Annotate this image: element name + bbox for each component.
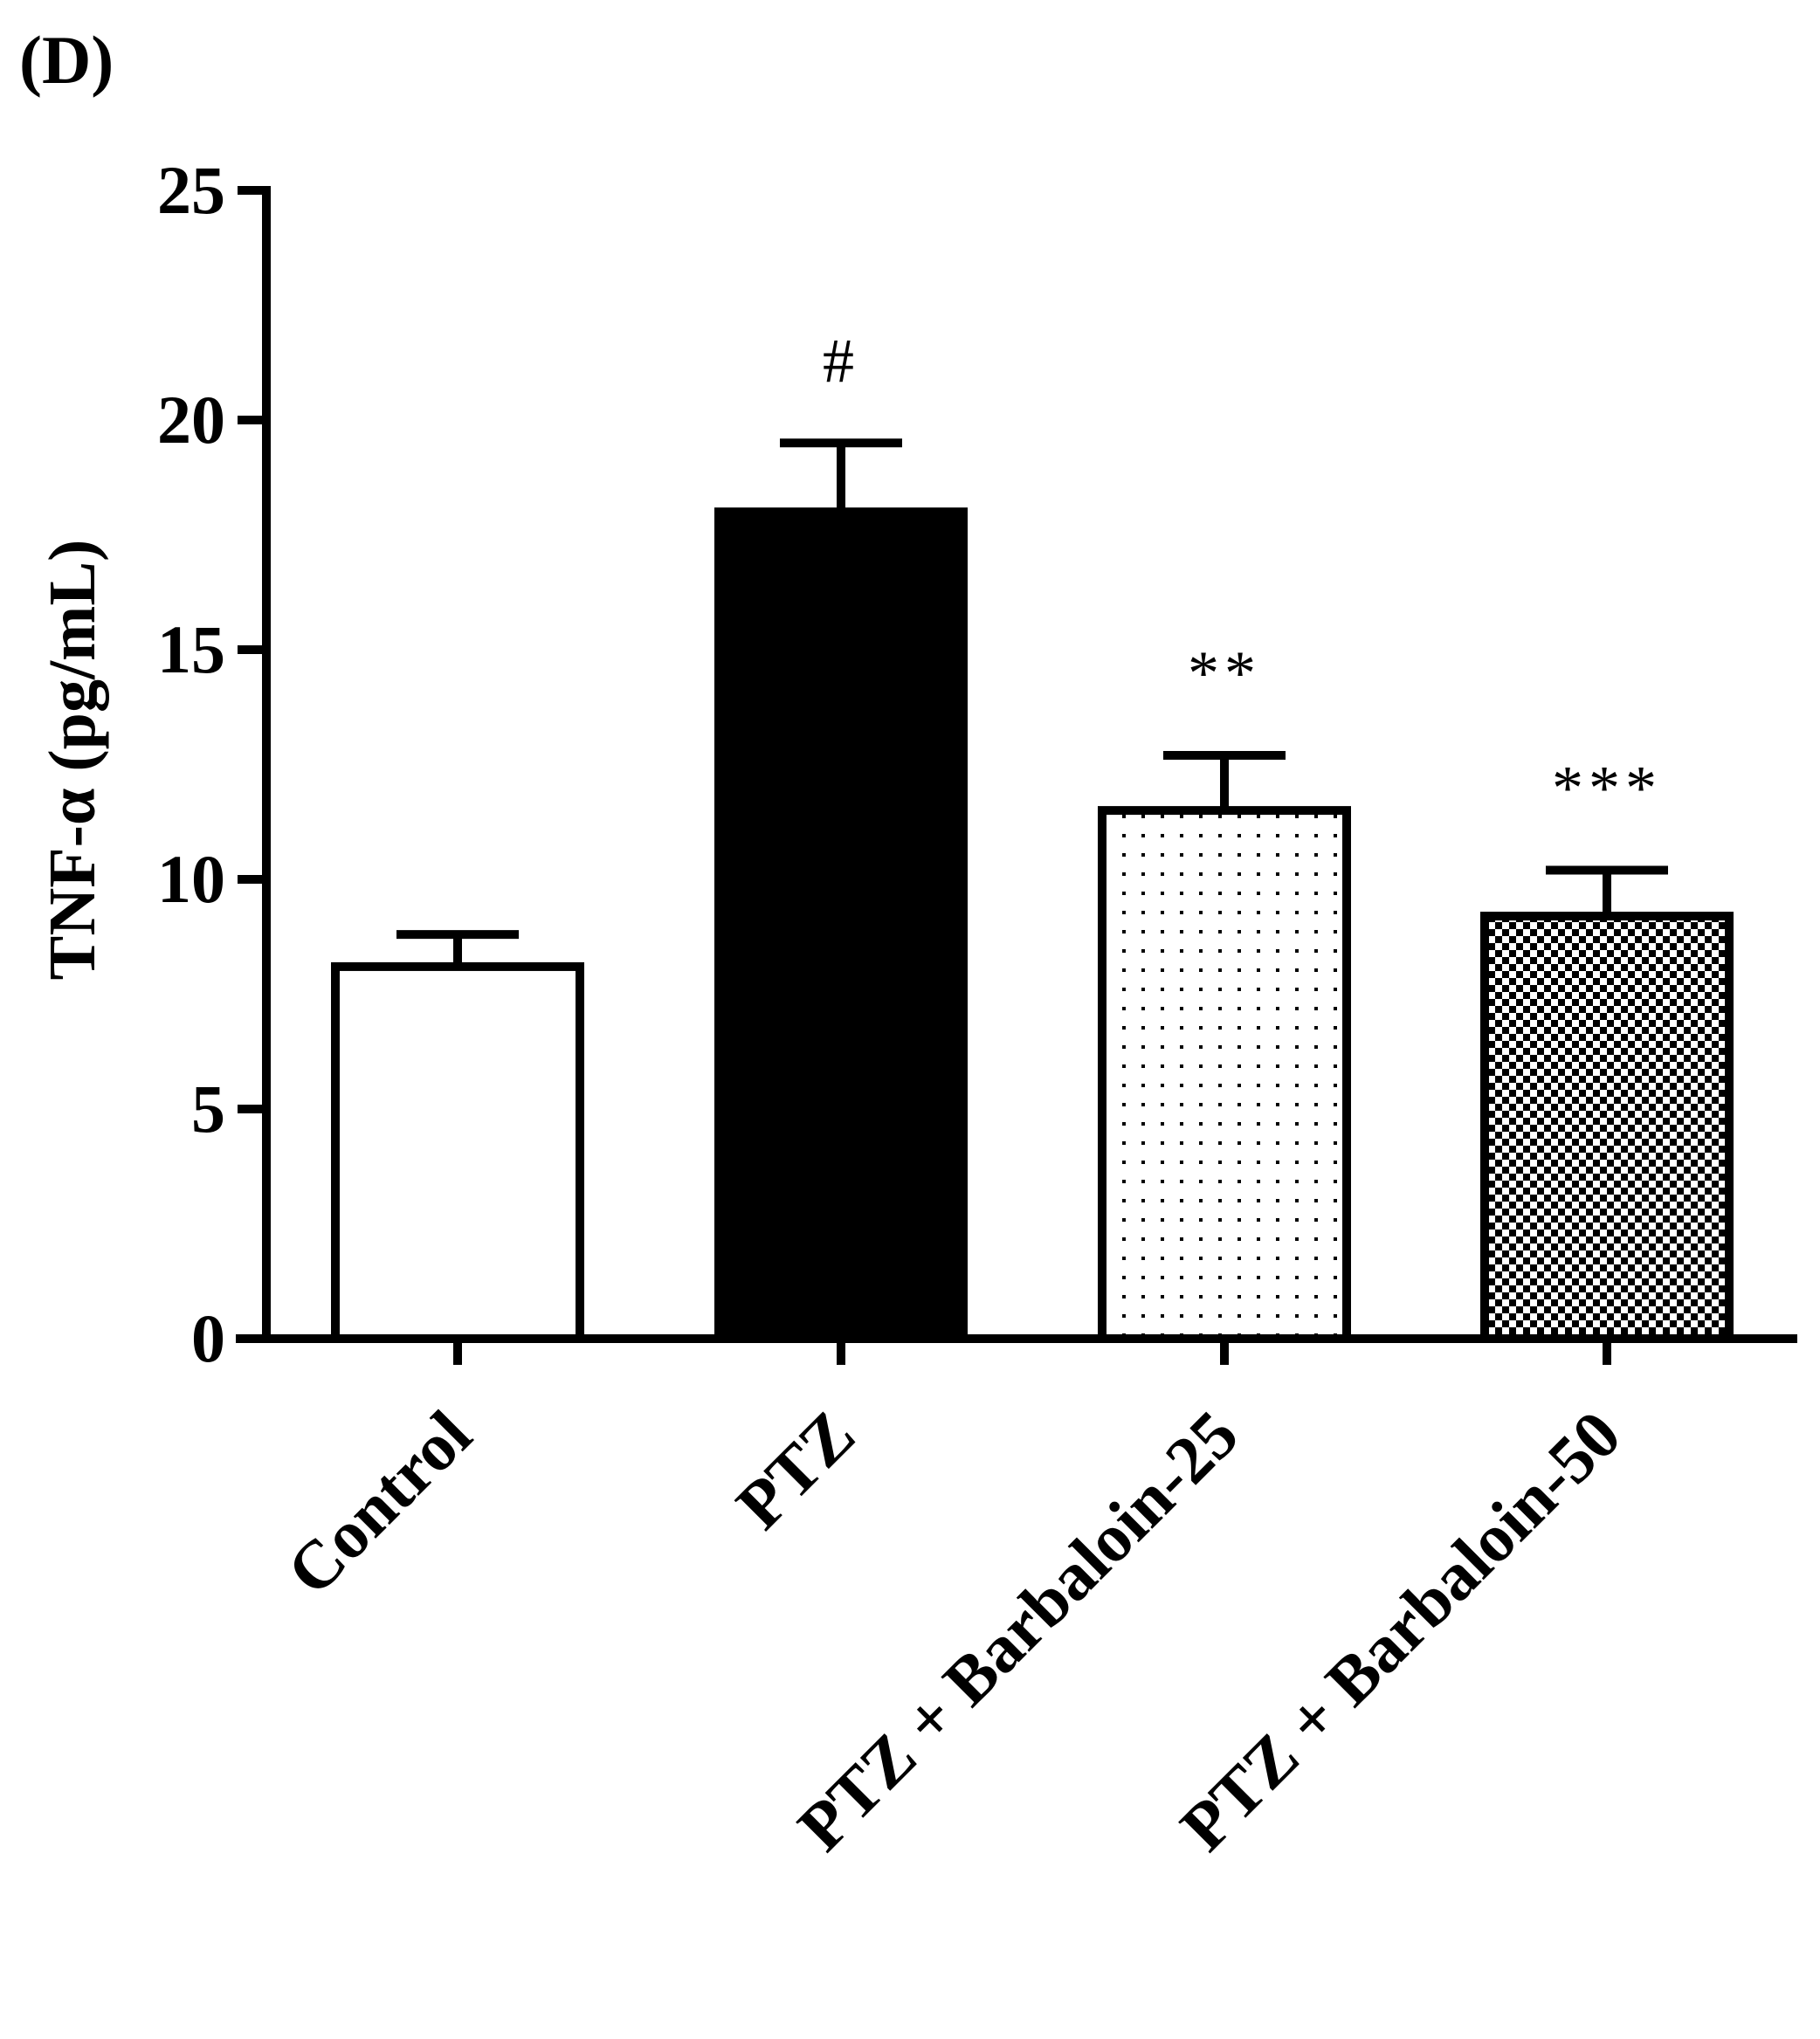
x-tick-label: Control bbox=[272, 1396, 486, 1609]
significance-marker: ** bbox=[1188, 638, 1261, 708]
x-tick-label: PTZ + Barbaloin-50 bbox=[1166, 1396, 1635, 1865]
y-tick-label: 0 bbox=[191, 1300, 225, 1376]
x-tick-label: PTZ bbox=[721, 1396, 869, 1544]
bar-2 bbox=[1098, 806, 1351, 1343]
y-tick-label: 10 bbox=[157, 841, 225, 917]
y-tick-label: 15 bbox=[157, 611, 225, 687]
panel-label: (D) bbox=[19, 22, 114, 98]
error-bars bbox=[396, 438, 1668, 967]
y-axis-ticks: 0 5 10 15 20 25 bbox=[157, 152, 266, 1376]
bar-1 bbox=[714, 507, 968, 1343]
y-tick-label: 5 bbox=[191, 1071, 225, 1147]
y-axis-label: TNF-α (pg/mL) bbox=[36, 540, 109, 981]
bar-0 bbox=[331, 961, 584, 1343]
y-tick-label: 20 bbox=[157, 382, 225, 458]
bars bbox=[331, 507, 1734, 1343]
significance-annotations: #***** bbox=[823, 326, 1662, 823]
y-tick-label: 25 bbox=[157, 152, 225, 228]
bar-3 bbox=[1480, 912, 1734, 1343]
significance-marker: *** bbox=[1552, 753, 1662, 823]
significance-marker: # bbox=[823, 326, 859, 396]
